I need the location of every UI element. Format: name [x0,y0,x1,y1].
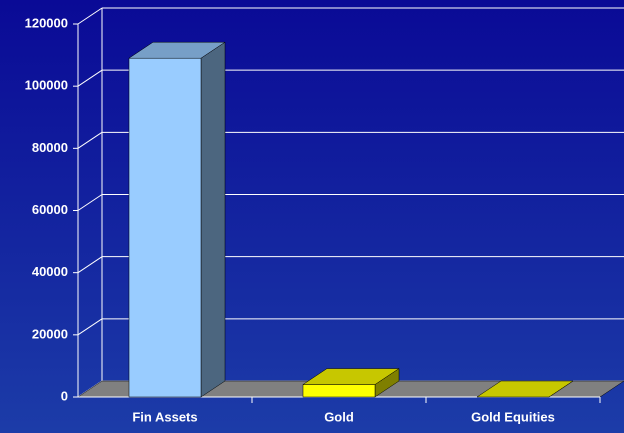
bar [302,384,376,398]
grid-line [77,256,103,274]
x-tick-label: Fin Assets [132,409,197,424]
y-tick-label: 100000 [25,78,68,93]
bar-top-shade [303,368,399,385]
y-tick-label: 80000 [32,140,68,155]
y-tick-label: 20000 [32,326,68,341]
bar-top [128,41,226,59]
y-tick-label: 120000 [25,15,68,30]
grid-line [77,194,103,211]
y-tick-label: 40000 [32,264,68,279]
bar-side-shade [201,42,225,398]
bar-top-shade [129,42,225,59]
bar [128,57,202,398]
grid-line [77,69,103,87]
bar-top [476,380,574,398]
bar-top-shade [477,381,573,397]
grid-line [77,318,103,336]
x-tick-label: Gold Equities [471,409,555,424]
y-tick-label: 0 [61,388,68,403]
bar-side-shade [375,368,399,397]
grid-line [77,7,103,25]
y-tick-label: 60000 [32,202,68,217]
x-tick-label: Gold [324,409,354,424]
bar-top [302,368,400,385]
grid-line [77,131,103,149]
